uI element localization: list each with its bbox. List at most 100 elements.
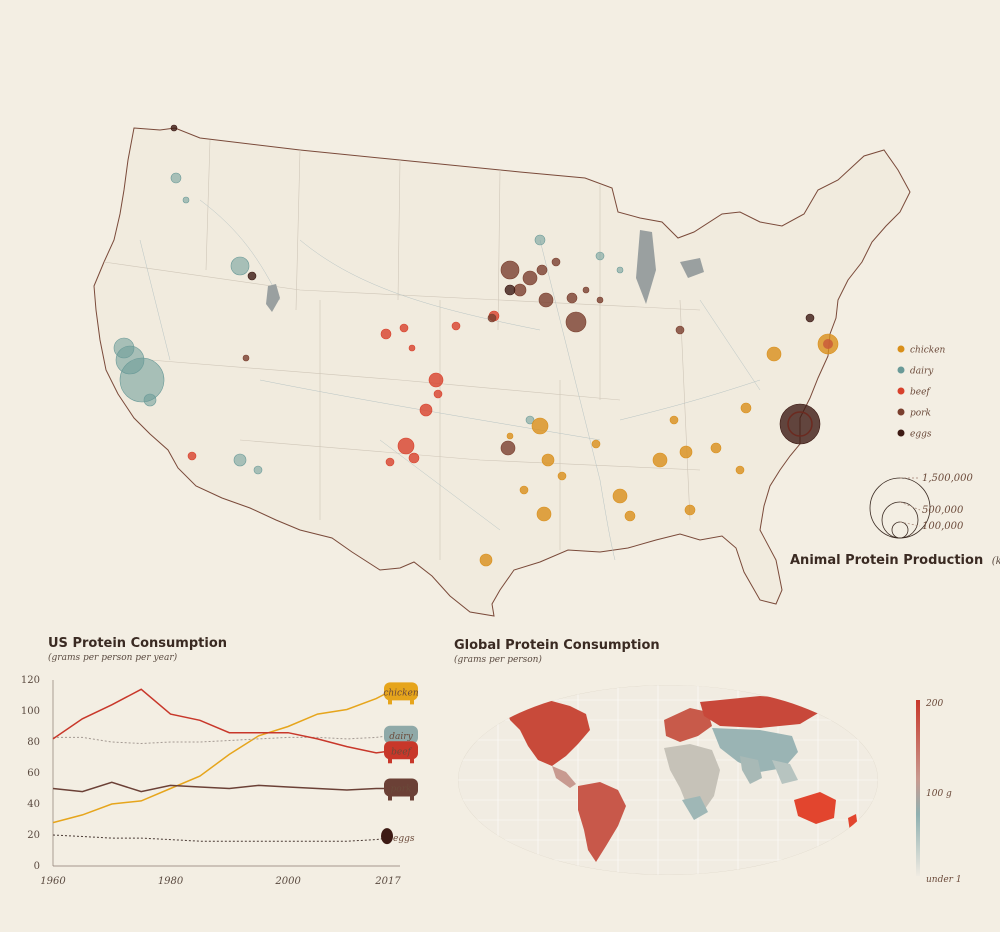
region-europe [664,708,712,742]
beef-production-bubble [385,457,395,467]
eggs-production-bubble [504,284,516,296]
pork-production-bubble [582,286,590,294]
region-australia [794,792,836,824]
legend-label-beef: beef [910,388,931,398]
eggs-production-bubble [247,271,257,281]
chicken-production-bubble [506,432,514,440]
chicken-production-bubble [519,485,529,495]
chicken-production-bubble [591,439,601,449]
legend-label-pork: pork [910,409,931,419]
beef-production-bubble [433,389,443,399]
chicken-production-bubble [710,442,722,454]
chicken-production-bubble [531,417,549,435]
chicken-production-bubble [624,510,636,522]
dairy-production-bubble [534,234,546,246]
size-label-100000: 100,000 [922,521,964,532]
legend-dot-pork [897,408,905,416]
svg-text:beef: beef [391,747,412,757]
y-tick-label: 60 [27,768,40,779]
svg-text:chicken: chicken [383,688,419,698]
size-label-500000: 500,000 [922,505,964,516]
global-chart-subtitle: (grams per person) [454,654,542,665]
beef-production-bubble [397,437,415,455]
dairy-production-bubble [113,337,135,359]
legend-dot-beef [897,387,905,395]
series-line-beef [52,688,389,754]
size-circle-small [891,521,909,539]
dairy-production-bubble [233,453,247,467]
series-label-chicken: chicken [383,682,419,705]
y-tick-label: 40 [27,799,40,810]
pork-production-bubble [487,313,497,323]
beef-production-bubble [187,451,197,461]
svg-text:eggs: eggs [393,834,415,844]
series-label-pork: pork [384,778,418,801]
chicken-production-bubble [679,445,693,459]
beef-production-bubble [451,321,461,331]
chicken-production-bubble [669,415,679,425]
pork-production-bubble [551,257,561,267]
series-line-pork [52,781,388,793]
dairy-production-bubble [595,251,605,261]
chicken-production-bubble [652,452,668,468]
pork-production-bubble [538,292,554,308]
chicken-production-bubble [766,346,782,362]
world-map [458,685,878,875]
size-legend: 1,500,000 500,000 100,000 [869,473,974,539]
map-legend: chicken dairy beef pork eggs 1,500,000 500,0… [790,345,1000,568]
global-chart-title: Global Protein Consumption [454,638,660,653]
y-tick-label: 120 [21,675,40,686]
beef-production-bubble [428,372,444,388]
legend-label-chicken: chicken [910,346,946,356]
legend-dot-dairy [897,366,905,374]
us-consumption-chart: US Protein Consumption (grams per person… [21,636,419,887]
production-bubbles [113,124,839,567]
dairy-production-bubble [230,256,250,276]
chicken-production-bubble [740,402,752,414]
color-scale-bar [916,700,920,876]
dairy-production-bubble [170,172,182,184]
beef-production-bubble [399,323,409,333]
pork-production-bubble [500,440,516,456]
series-line-eggs [52,834,389,842]
x-tick-label: 2017 [374,876,401,887]
us-outline [93,127,911,617]
region-africa [664,744,720,816]
x-tick-label: 1980 [158,876,184,887]
beef-production-bubble [380,328,392,340]
y-tick-label: 80 [27,737,40,748]
chicken-production-bubble [536,506,552,522]
dairy-production-bubble [525,415,535,425]
pork-production-bubble [513,283,527,297]
y-tick-label: 0 [34,861,40,872]
us-map [93,124,911,617]
legend-label-dairy: dairy [910,367,934,377]
lakes [266,230,704,312]
region-russia [700,696,820,728]
series-label-eggs: eggs [381,828,415,845]
size-label-1500000: 1,500,000 [922,473,974,484]
pork-production-bubble [536,264,548,276]
chicken-production-bubble [612,488,628,504]
pork-production-bubble [566,292,578,304]
region-south-america [578,782,626,862]
series-label-beef: beef [384,741,418,764]
chicken-production-bubble [479,553,493,567]
pork-production-bubble [242,354,250,362]
global-consumption-map: Global Protein Consumption (grams per pe… [454,638,962,885]
region-north-america [506,700,590,766]
dairy-production-bubble [182,196,190,204]
chicken-production-bubble [541,453,555,467]
pork-production-bubble [565,311,587,333]
x-tick-label: 1960 [40,876,66,887]
dairy-production-bubble [616,266,624,274]
chicken-production-bubble [735,465,745,475]
scale-label-mid: 100 g [926,789,952,799]
us-chart-title: US Protein Consumption [48,636,227,651]
scale-label-low: under 1 [926,875,962,885]
state-borders [103,139,701,560]
dairy-production-bubble [253,465,263,475]
pork-production-bubble [675,325,685,335]
legend-label-eggs: eggs [910,430,932,440]
